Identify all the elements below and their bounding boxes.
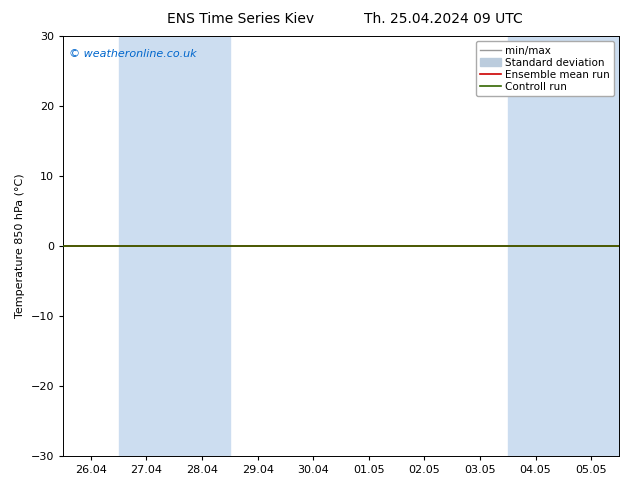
Text: ENS Time Series Kiev: ENS Time Series Kiev — [167, 12, 314, 26]
Legend: min/max, Standard deviation, Ensemble mean run, Controll run: min/max, Standard deviation, Ensemble me… — [476, 41, 614, 96]
Text: Th. 25.04.2024 09 UTC: Th. 25.04.2024 09 UTC — [365, 12, 523, 26]
Y-axis label: Temperature 850 hPa (°C): Temperature 850 hPa (°C) — [15, 174, 25, 318]
Bar — [508, 36, 619, 456]
Bar — [119, 36, 230, 456]
Text: © weatheronline.co.uk: © weatheronline.co.uk — [68, 49, 197, 59]
